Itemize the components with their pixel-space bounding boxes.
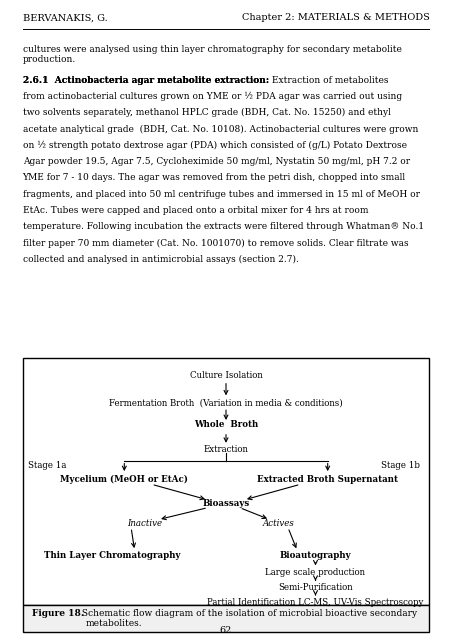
Text: collected and analysed in antimicrobial assays (section 2.7).: collected and analysed in antimicrobial … (23, 255, 298, 264)
Text: 2.6.1  Actinobacteria agar metabolite extraction:: 2.6.1 Actinobacteria agar metabolite ext… (23, 76, 268, 84)
Text: Fermentation Broth  (Variation in media & conditions): Fermentation Broth (Variation in media &… (109, 398, 342, 407)
Text: Agar powder 19.5, Agar 7.5, Cycloheximide 50 mg/ml, Nystatin 50 mg/ml, pH 7.2 or: Agar powder 19.5, Agar 7.5, Cycloheximid… (23, 157, 409, 166)
Text: metabolites.: metabolites. (86, 619, 142, 628)
FancyBboxPatch shape (23, 605, 428, 632)
Text: Inactive: Inactive (127, 519, 162, 528)
Text: Stage 1a: Stage 1a (28, 461, 66, 470)
Text: Extraction: Extraction (203, 445, 248, 454)
Text: YME for 7 - 10 days. The agar was removed from the petri dish, chopped into smal: YME for 7 - 10 days. The agar was remove… (23, 173, 405, 182)
Text: Bioautography: Bioautography (279, 551, 350, 560)
Text: fragments, and placed into 50 ml centrifuge tubes and immersed in 15 ml of MeOH : fragments, and placed into 50 ml centrif… (23, 189, 419, 199)
Text: Semi-Purification: Semi-Purification (277, 583, 352, 592)
Text: Stage 1b: Stage 1b (381, 461, 419, 470)
Text: Chapter 2: MATERIALS & METHODS: Chapter 2: MATERIALS & METHODS (241, 13, 428, 22)
Text: Extraction of metabolites: Extraction of metabolites (268, 76, 387, 84)
Text: temperature. Following incubation the extracts were filtered through Whatman® No: temperature. Following incubation the ex… (23, 222, 423, 232)
Text: Schematic flow diagram of the isolation of microbial bioactive secondary: Schematic flow diagram of the isolation … (78, 609, 416, 618)
Text: Figure 18.: Figure 18. (32, 609, 83, 618)
Text: Culture Isolation: Culture Isolation (189, 371, 262, 380)
Text: Thin Layer Chromatography: Thin Layer Chromatography (44, 551, 180, 560)
Text: EtAc. Tubes were capped and placed onto a orbital mixer for 4 hrs at room: EtAc. Tubes were capped and placed onto … (23, 206, 367, 215)
Text: from actinobacterial cultures grown on YME or ½ PDA agar was carried out using: from actinobacterial cultures grown on Y… (23, 92, 401, 101)
Text: 62: 62 (219, 626, 232, 635)
Text: Bioassays: Bioassays (202, 499, 249, 508)
Text: filter paper 70 mm diameter (Cat. No. 1001070) to remove solids. Clear filtrate : filter paper 70 mm diameter (Cat. No. 10… (23, 239, 407, 248)
Text: cultures were analysed using thin layer chromatography for secondary metabolite
: cultures were analysed using thin layer … (23, 45, 400, 64)
Text: two solvents separately, methanol HPLC grade (BDH, Cat. No. 15250) and ethyl: two solvents separately, methanol HPLC g… (23, 108, 390, 117)
Text: acetate analytical grade  (BDH, Cat. No. 10108). Actinobacterial cultures were g: acetate analytical grade (BDH, Cat. No. … (23, 124, 417, 134)
Text: Whole  Broth: Whole Broth (193, 420, 258, 429)
Text: Extracted Broth Supernatant: Extracted Broth Supernatant (257, 475, 397, 484)
Text: on ½ strength potato dextrose agar (PDA) which consisted of (g/L) Potato Dextros: on ½ strength potato dextrose agar (PDA)… (23, 141, 406, 150)
Text: Actives: Actives (262, 519, 294, 528)
Text: Large scale production: Large scale production (265, 568, 365, 577)
Text: 2.6.1  Actinobacteria agar metabolite extraction:: 2.6.1 Actinobacteria agar metabolite ext… (23, 76, 268, 84)
FancyBboxPatch shape (23, 358, 428, 605)
Text: Mycelium (MeOH or EtAc): Mycelium (MeOH or EtAc) (60, 475, 188, 484)
Text: BERVANAKIS, G.: BERVANAKIS, G. (23, 13, 107, 22)
Text: Partial Identification LC-MS, UV-Vis Spectroscopy: Partial Identification LC-MS, UV-Vis Spe… (207, 598, 423, 607)
